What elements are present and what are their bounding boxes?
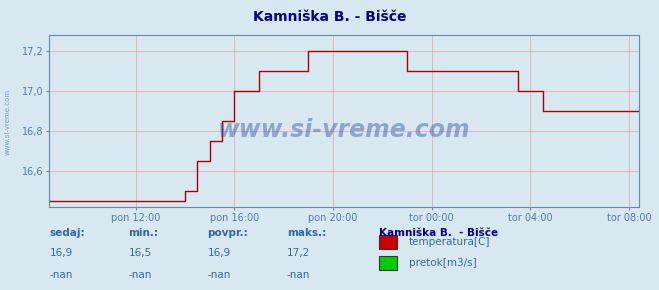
Text: maks.:: maks.: bbox=[287, 228, 326, 238]
Text: -nan: -nan bbox=[129, 270, 152, 280]
Text: 16,5: 16,5 bbox=[129, 248, 152, 258]
Text: -nan: -nan bbox=[49, 270, 72, 280]
Text: -nan: -nan bbox=[208, 270, 231, 280]
Text: 16,9: 16,9 bbox=[208, 248, 231, 258]
Text: sedaj:: sedaj: bbox=[49, 228, 85, 238]
Text: www.si-vreme.com: www.si-vreme.com bbox=[218, 118, 471, 142]
Text: Kamniška B. - Bišče: Kamniška B. - Bišče bbox=[253, 10, 406, 24]
Text: min.:: min.: bbox=[129, 228, 159, 238]
Text: temperatura[C]: temperatura[C] bbox=[409, 237, 490, 247]
Text: povpr.:: povpr.: bbox=[208, 228, 248, 238]
Text: 16,9: 16,9 bbox=[49, 248, 72, 258]
Text: -nan: -nan bbox=[287, 270, 310, 280]
Text: pretok[m3/s]: pretok[m3/s] bbox=[409, 258, 476, 268]
Text: www.si-vreme.com: www.si-vreme.com bbox=[5, 89, 11, 155]
Text: Kamniška B.  - Bišče: Kamniška B. - Bišče bbox=[379, 228, 498, 238]
Text: 17,2: 17,2 bbox=[287, 248, 310, 258]
